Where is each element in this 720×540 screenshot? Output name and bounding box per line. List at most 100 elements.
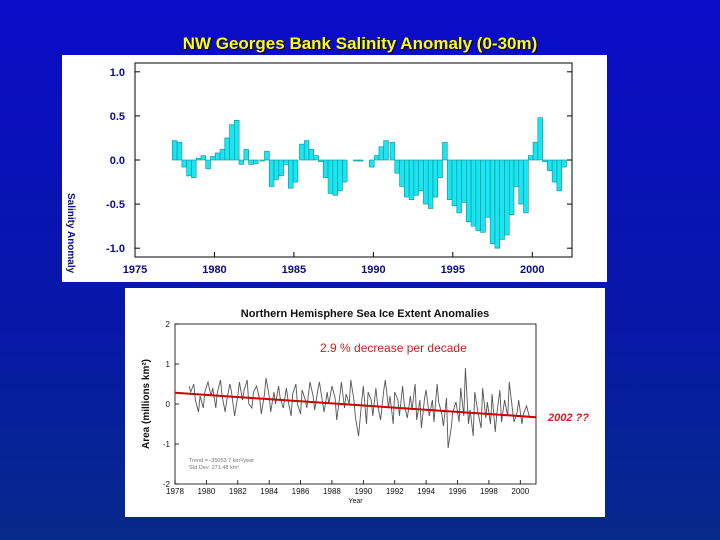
salinity-bar (418, 159, 424, 192)
x-tick-label: 1985 (282, 264, 306, 276)
chart-title: Northern Hemisphere Sea Ice Extent Anoma… (241, 308, 489, 320)
trend-annotation: 2.9 % decrease per decade (320, 341, 467, 355)
salinity-bar (404, 159, 410, 198)
salinity-bar (323, 159, 329, 178)
anomaly-series-line (188, 367, 531, 449)
salinity-bar (337, 159, 343, 192)
y-axis-label: Area (millions km²) (141, 359, 152, 449)
salinity-bar (532, 142, 539, 161)
sea-ice-chart: Northern Hemisphere Sea Ice Extent Anoma… (141, 308, 537, 505)
salinity-bar (408, 159, 415, 200)
salinity-bar (357, 159, 364, 162)
salinity-bar (413, 159, 419, 196)
x-tick-label: 1982 (229, 487, 247, 496)
salinity-bar (456, 159, 462, 214)
slide-title: NW Georges Bank Salinity Anomaly (0-30m) (182, 34, 538, 53)
salinity-bar (308, 149, 315, 161)
salinity-bar (423, 159, 429, 205)
salinity-bar (437, 159, 443, 178)
salinity-bar (288, 159, 294, 189)
salinity-bar (537, 117, 543, 161)
salinity-bar (394, 159, 400, 174)
x-tick-label: 1998 (480, 487, 498, 496)
salinity-bar (283, 159, 289, 165)
salinity-bar (224, 137, 230, 161)
trend-stats: Trend = -35053.7 km²/year (189, 458, 254, 464)
salinity-bar (210, 156, 216, 161)
salinity-bar (378, 146, 384, 161)
x-tick-label: 1994 (417, 487, 435, 496)
y-tick-label: -0.5 (106, 199, 125, 211)
salinity-bar (234, 120, 240, 161)
salinity-bar (278, 159, 284, 177)
x-tick-label: 1990 (361, 264, 385, 276)
salinity-bar (332, 159, 338, 196)
salinity-bar (446, 159, 453, 200)
y-tick-label: 0.5 (110, 111, 125, 123)
salinity-bar (523, 159, 529, 214)
salinity-bar (475, 159, 481, 231)
salinity-bar (313, 155, 319, 161)
salinity-bar (253, 159, 259, 164)
salinity-bar (561, 159, 567, 168)
salinity-bar (373, 155, 380, 161)
salinity-bar (191, 159, 197, 178)
salinity-bar (248, 159, 254, 165)
salinity-bar (399, 159, 405, 187)
y-tick-label: 2 (166, 320, 171, 329)
salinity-bar (342, 159, 348, 183)
year-callout: 2002 ?? (548, 412, 589, 424)
salinity-bar (389, 142, 396, 161)
salinity-bar (513, 159, 520, 187)
salinity-bar (176, 142, 183, 161)
salinity-bar (327, 159, 334, 194)
salinity-bar (186, 159, 192, 177)
x-tick-label: 1986 (292, 487, 310, 496)
salinity-bar (442, 142, 448, 161)
salinity-bar (427, 159, 434, 209)
salinity-bar (451, 159, 458, 207)
salinity-bar (353, 159, 359, 162)
y-tick-label: 0.0 (110, 155, 125, 167)
salinity-chart-panel: 1.0 0.5 0.0 -0.5 -1.0 1975 1980 1985 1990 1995 200… (62, 55, 607, 282)
y-tick-label: 0 (166, 400, 171, 409)
salinity-bar (470, 159, 477, 227)
salinity-bar (480, 159, 486, 233)
salinity-bar (518, 159, 524, 205)
salinity-bar (485, 159, 491, 218)
salinity-bar (466, 159, 472, 223)
x-axis-label: Year (348, 498, 363, 505)
salinity-bar (229, 124, 235, 161)
salinity-bar (243, 149, 249, 161)
salinity-bar (383, 140, 389, 161)
salinity-bar (181, 159, 187, 168)
salinity-bar (268, 159, 275, 187)
y-tick-label: -1 (163, 440, 171, 449)
salinity-bar (292, 159, 299, 183)
salinity-bar (499, 159, 505, 240)
salinity-bar (172, 140, 178, 161)
salinity-bar (504, 159, 510, 236)
trend-stats: Std Dev: 271.48 km² (189, 465, 239, 471)
salinity-bar (219, 149, 226, 161)
x-tick-label: 1975 (123, 264, 147, 276)
salinity-bar (547, 159, 553, 171)
salinity-bar (489, 159, 496, 245)
x-tick-label: 1980 (202, 264, 226, 276)
x-tick-label: 1980 (197, 487, 215, 496)
salinity-bar (494, 159, 500, 249)
salinity-bar (205, 159, 211, 170)
salinity-bar (461, 159, 467, 203)
salinity-bar (432, 159, 439, 198)
salinity-bar (542, 159, 548, 163)
salinity-bar (369, 159, 375, 168)
x-tick-label: 1996 (449, 487, 467, 496)
x-tick-label: 2000 (511, 487, 529, 496)
salinity-bar (214, 152, 221, 161)
salinity-bar (556, 159, 562, 192)
x-tick-label: 1990 (354, 487, 372, 496)
salinity-bar (264, 150, 270, 161)
salinity-bar (238, 159, 245, 165)
x-tick-label: 1995 (441, 264, 465, 276)
salinity-bar (508, 159, 515, 215)
